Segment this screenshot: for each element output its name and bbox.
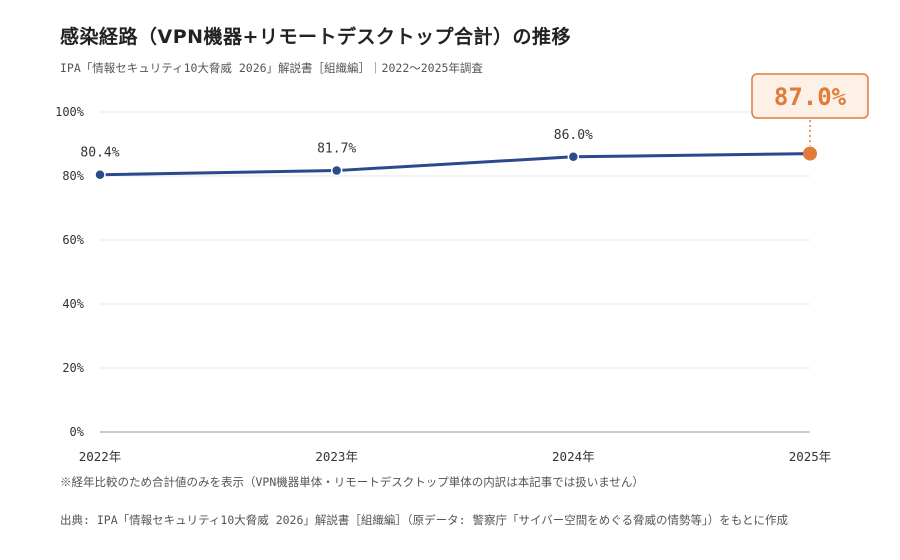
x-tick-label: 2024年 (552, 449, 595, 464)
y-tick-label: 20% (62, 361, 84, 375)
data-label-highlight: 87.0% (774, 83, 847, 111)
x-tick-label: 2022年 (79, 449, 122, 464)
series-line (98, 152, 812, 177)
data-label: 81.7% (317, 142, 356, 157)
data-point-highlight (803, 146, 817, 161)
data-label: 80.4% (80, 146, 119, 161)
chart-title: 感染経路（VPN機器+リモートデスクトップ合計）の推移 (60, 26, 571, 48)
chart-source: 出典: IPA「情報セキュリティ10大脅威 2026」解説書［組織編］（原データ… (60, 513, 789, 527)
line-chart: 0% 20% 40% 60% 80% 100% 2022年 2023年 2024年 2025年 80… (55, 73, 869, 464)
chart-note: ※経年比較のため合計値のみを表示（VPN機器単体・リモートデスクトップ単体の内訳… (60, 475, 644, 489)
y-tick-label: 80% (62, 169, 84, 183)
y-tick-label: 100% (55, 105, 85, 119)
y-tick-label: 60% (62, 233, 84, 247)
data-point (94, 168, 106, 181)
highlight-label-box (751, 73, 869, 119)
data-label: 86.0% (554, 128, 593, 143)
x-tick-label: 2023年 (315, 449, 358, 464)
y-tick-label: 40% (62, 297, 84, 311)
data-point (567, 151, 580, 163)
x-tick-label: 2025年 (789, 449, 832, 464)
y-tick-label: 0% (70, 425, 85, 439)
chart-subtitle: IPA「情報セキュリティ10大脅威 2026」解説書［組織編］｜2022〜202… (60, 61, 483, 75)
data-point (330, 164, 343, 177)
